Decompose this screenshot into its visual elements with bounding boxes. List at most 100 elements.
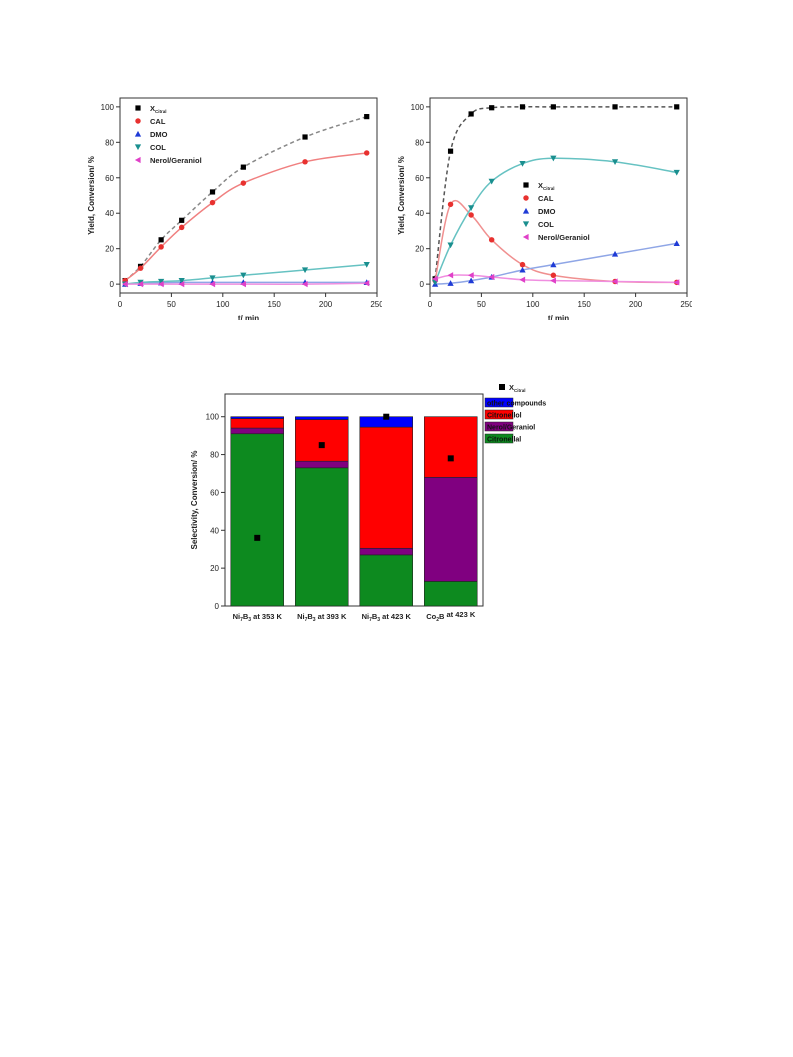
legend-marker <box>522 207 530 214</box>
x-tick-label: 50 <box>167 300 176 309</box>
legend-label: XCitral <box>150 104 167 114</box>
data-point <box>137 265 144 271</box>
plot-frame <box>224 393 484 607</box>
x-tick-label: 100 <box>526 300 540 309</box>
legend-marker <box>523 195 529 201</box>
data-point <box>240 272 247 279</box>
data-point <box>611 159 619 165</box>
bar-segment <box>424 581 478 607</box>
legend-label: Citronellal <box>487 437 521 444</box>
conversion-marker <box>318 442 325 449</box>
data-point <box>468 212 474 218</box>
data-point <box>178 224 185 231</box>
data-point <box>550 261 557 268</box>
data-point <box>240 281 246 288</box>
data-point <box>301 281 308 288</box>
category-label-part: at 353 K <box>251 612 282 621</box>
bar-segment <box>230 416 284 419</box>
data-point <box>158 237 164 243</box>
bar-segment <box>359 426 413 549</box>
legend-label: COL <box>150 143 166 152</box>
data-point <box>178 277 185 284</box>
legend-label: Citronellol <box>487 413 522 420</box>
data-point <box>468 272 474 279</box>
data-point <box>519 276 526 283</box>
data-point <box>447 148 454 154</box>
legend-marker <box>522 221 530 228</box>
data-point <box>363 262 370 268</box>
selectivity-bar-chart: 0 20 40 60 80 100 Selectivity, Conversion/ % Ni… <box>190 383 546 623</box>
bar-segment <box>295 419 349 462</box>
category-label-part: at 423 K <box>444 610 475 619</box>
data-point <box>209 275 216 282</box>
category-label-part: Co <box>426 612 436 621</box>
x-axis-label: t/ min <box>238 314 259 320</box>
legend-swatch <box>484 421 514 432</box>
legend-label: Nerol/Geraniol <box>150 156 202 165</box>
data-point <box>122 281 128 288</box>
data-point <box>364 114 370 120</box>
x-tick-label: 0 <box>118 300 123 309</box>
x-tick-label: 50 <box>477 300 486 309</box>
y-tick-label: 20 <box>105 245 114 254</box>
conversion-marker <box>254 534 261 541</box>
category-label-part: 3 <box>377 617 380 623</box>
data-point <box>301 267 309 274</box>
data-point <box>240 164 246 170</box>
data-point <box>447 201 454 208</box>
bar-segment <box>230 427 284 435</box>
y-axis-label: Yield, Conversion/ % <box>397 156 406 235</box>
data-point <box>363 150 370 156</box>
data-point <box>209 199 216 206</box>
legend-swatch <box>484 397 514 408</box>
category-label-part: 7 <box>369 617 372 623</box>
y-tick-label: 80 <box>415 138 424 147</box>
legend-subscript: Citral <box>543 186 555 191</box>
data-point <box>611 250 619 257</box>
category-label-part: Ni <box>297 612 305 621</box>
data-point <box>611 278 618 285</box>
data-point <box>178 281 185 288</box>
category-label-part: Ni <box>362 612 370 621</box>
data-point <box>673 240 680 246</box>
category-label-part: 3 <box>248 617 251 623</box>
data-point <box>673 279 680 286</box>
data-point <box>158 281 164 288</box>
legend-marker <box>523 182 529 188</box>
fit-curve-0 <box>434 106 677 279</box>
legend-label: DMO <box>538 207 556 216</box>
legend-label: XCitral <box>538 181 555 191</box>
data-point <box>179 217 185 223</box>
data-point <box>432 275 438 282</box>
data-point <box>612 104 618 110</box>
data-point <box>209 189 216 195</box>
y-axis-label: Yield, Conversion/ % <box>87 156 96 235</box>
y-tick-label: 40 <box>415 209 424 218</box>
x-tick-label: 200 <box>629 300 643 309</box>
data-point <box>489 105 495 111</box>
y-tick-label: 0 <box>110 280 115 289</box>
yield-chart-left: 0 50 100 150 200 250 0 20 40 60 80 100 t/ min Yield, … <box>87 97 382 320</box>
bar-segment <box>295 416 349 420</box>
legend-swatch <box>484 433 514 444</box>
data-point <box>673 169 680 176</box>
category-label-part: at 423 K <box>380 612 411 621</box>
y-tick-label: 20 <box>210 564 219 573</box>
legend-marker <box>134 144 142 151</box>
y-tick-label: 80 <box>105 138 114 147</box>
data-point <box>519 266 526 273</box>
legend-swatch <box>484 409 514 420</box>
fit-curve-0 <box>124 115 367 282</box>
legend-label: Nerol/Geraniol <box>538 233 590 242</box>
conversion-marker <box>383 413 390 420</box>
bar-segment <box>295 460 349 469</box>
plot-frame <box>119 97 378 294</box>
legend-label: Nerol/Geraniol <box>487 425 535 432</box>
data-point <box>550 104 556 110</box>
legend-marker <box>522 233 529 241</box>
y-tick-label: 100 <box>206 413 220 422</box>
data-point <box>488 178 495 185</box>
y-tick-label: 60 <box>210 488 219 497</box>
legend-marker <box>135 105 141 111</box>
x-tick-label: 250 <box>370 300 382 309</box>
